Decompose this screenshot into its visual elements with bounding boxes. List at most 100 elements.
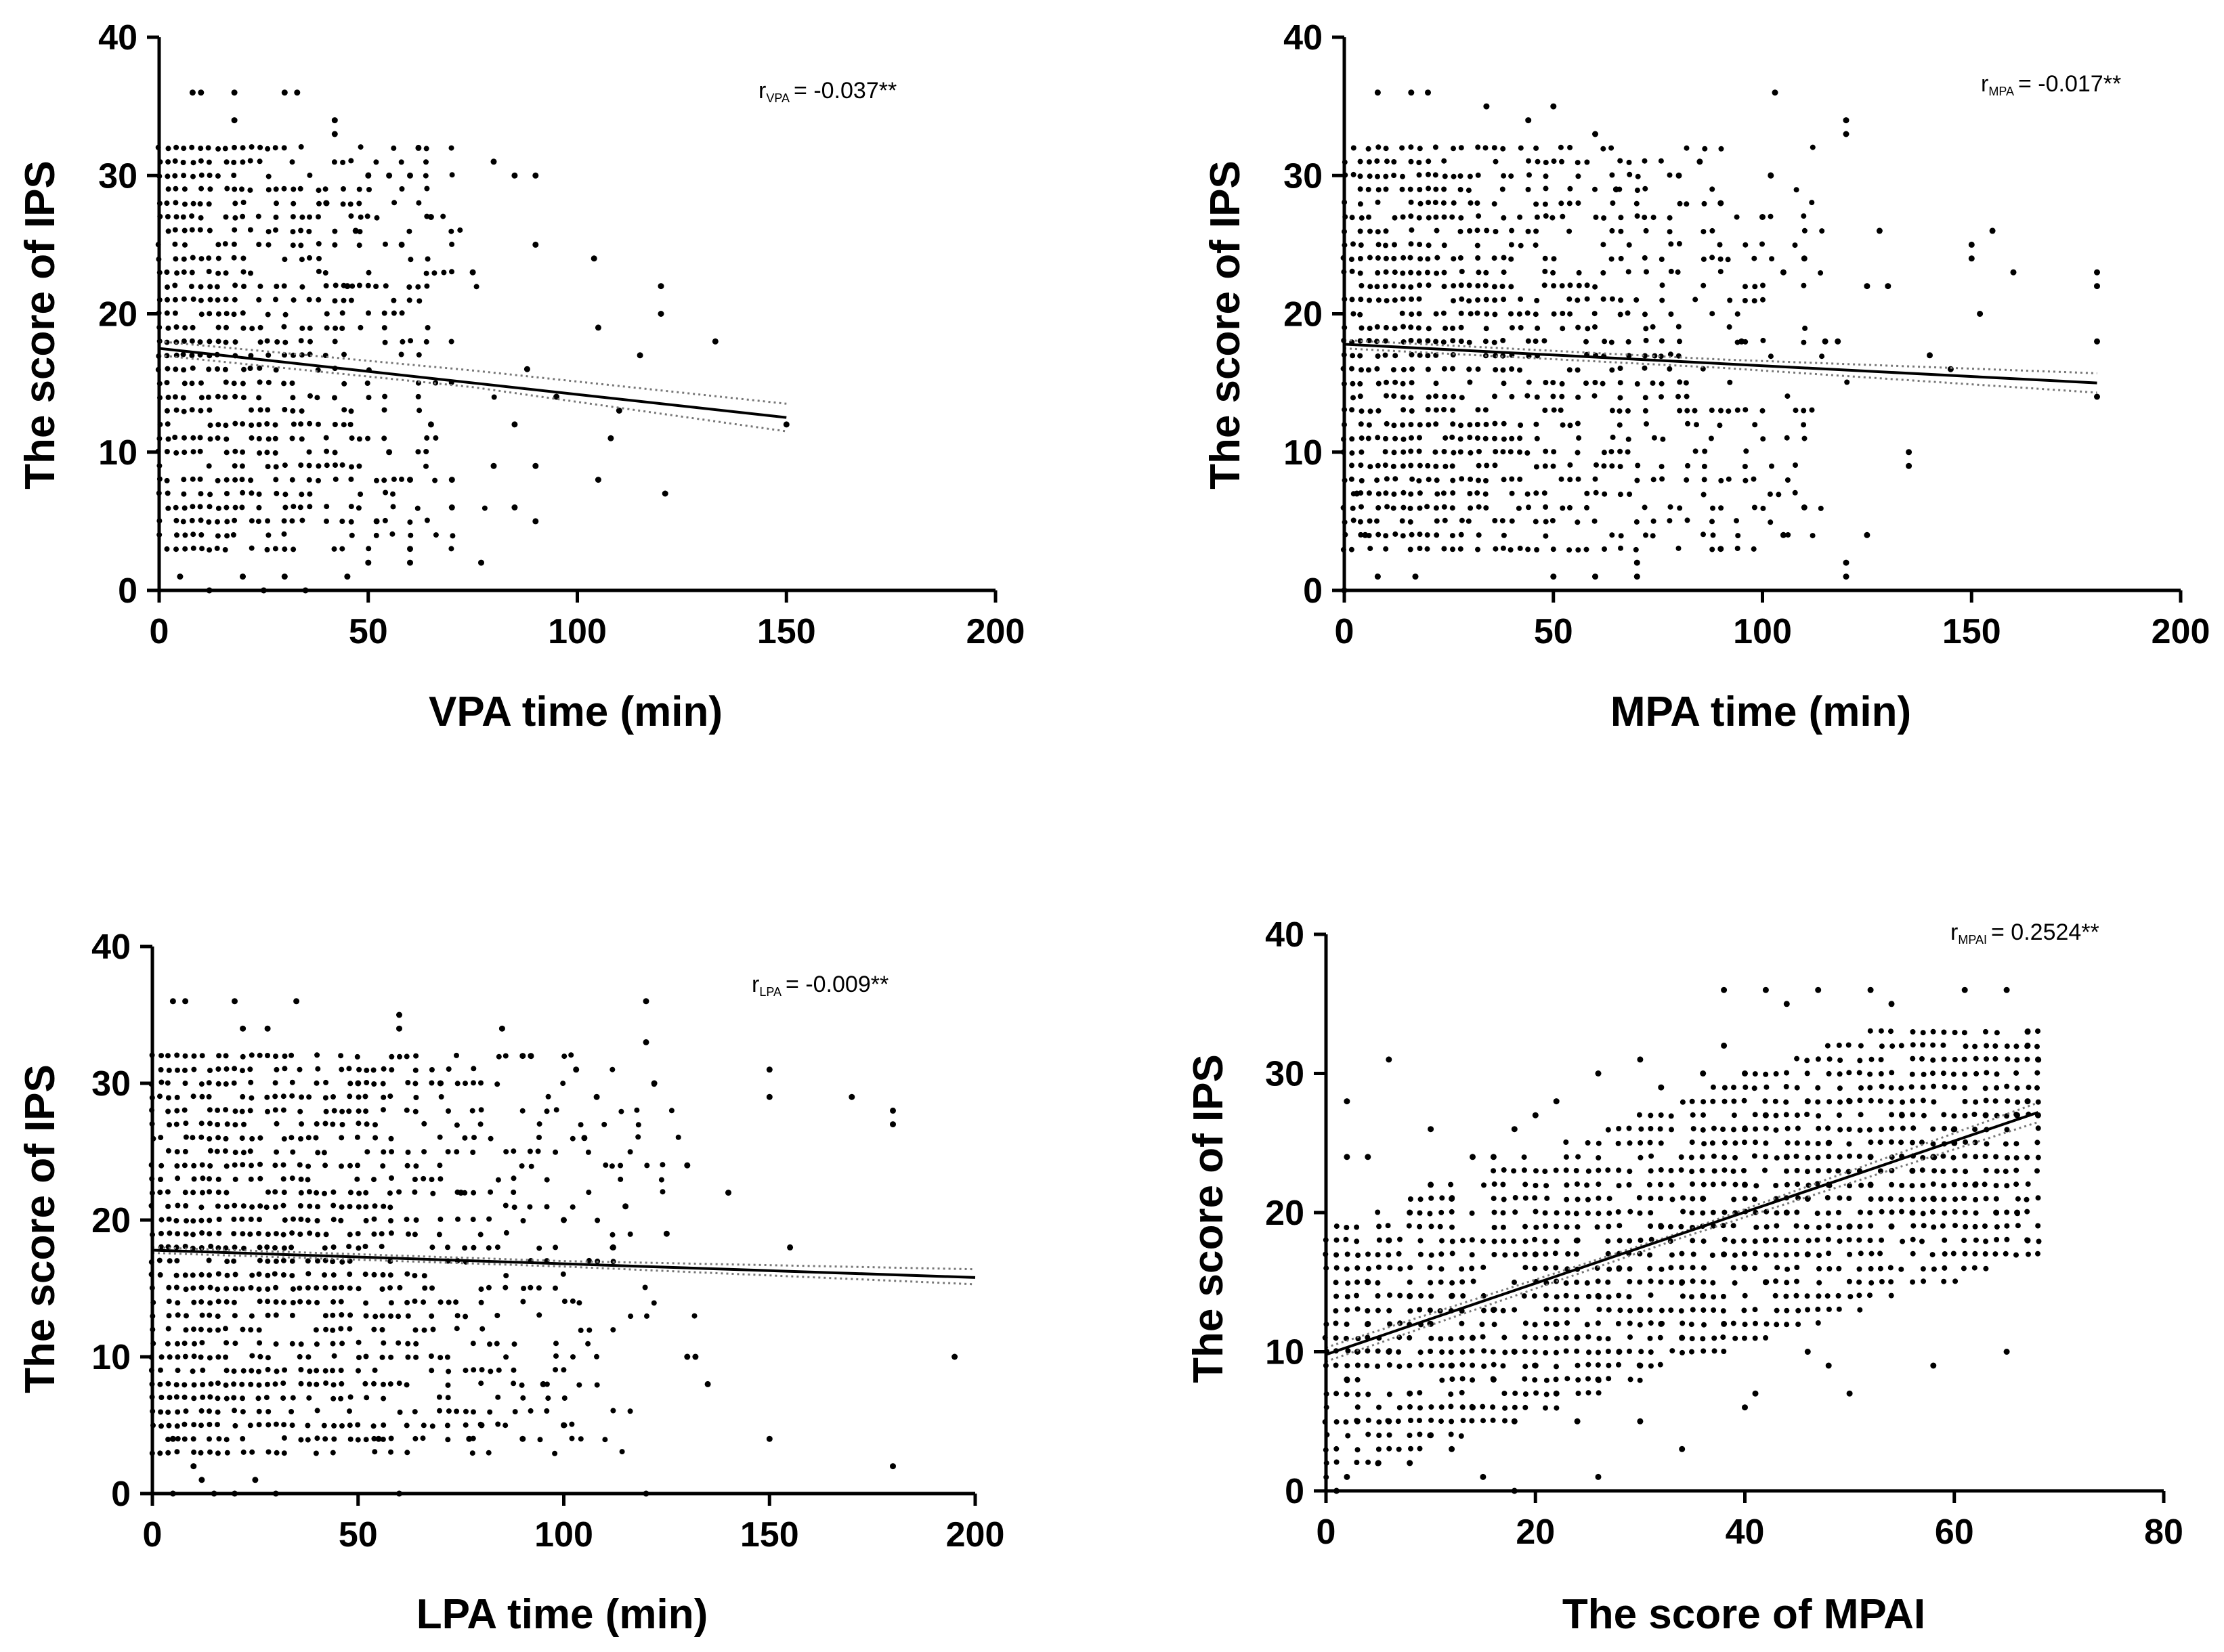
scatter-fill-dot (1459, 1334, 1465, 1341)
data-point (1550, 573, 1557, 580)
scatter-fill-dot (1531, 1293, 1537, 1299)
scatter-fill-dot (1554, 1335, 1560, 1341)
scatter-fill-dot (183, 1286, 189, 1292)
data-point (1968, 255, 1975, 262)
scatter-fill-dot (1433, 407, 1439, 413)
scatter-fill-dot (1701, 1279, 1707, 1285)
scatter-fill-dot (1752, 1251, 1758, 1257)
data-point (1780, 269, 1787, 276)
scatter-fill-dot (324, 518, 329, 524)
scatter-fill-dot (1596, 1211, 1602, 1217)
scatter-fill-dot (1615, 1209, 1621, 1215)
scatter-fill-dot (1606, 1223, 1612, 1230)
scatter-fill-dot (1365, 1431, 1371, 1437)
scatter-fill-dot (348, 213, 354, 219)
scatter-fill-dot (1961, 1056, 1967, 1062)
scatter-fill-dot (1428, 1404, 1434, 1410)
scatter-fill-dot (172, 394, 178, 400)
scatter-fill-dot (431, 270, 437, 276)
scatter-fill-dot (173, 200, 179, 206)
scatter-fill-dot (1626, 242, 1632, 248)
scatter-fill-dot (486, 1450, 492, 1456)
scatter-fill-dot (627, 1408, 633, 1414)
scatter-fill-dot (1501, 1167, 1507, 1173)
scatter-fill-dot (1449, 463, 1455, 469)
scatter-fill-dot (379, 1244, 385, 1250)
scatter-fill-dot (322, 270, 328, 276)
scatter-fill-dot (1627, 1238, 1633, 1244)
scatter-fill-dot (249, 1162, 254, 1169)
scatter-fill-dot (610, 1066, 616, 1072)
scatter-fill-dot (307, 420, 313, 427)
ci-lower-line (158, 354, 787, 433)
scatter-fill-dot (1558, 407, 1564, 413)
scatter-fill-dot (1481, 1182, 1487, 1188)
scatter-fill-dot (421, 1299, 427, 1305)
scatter-fill-dot (399, 476, 404, 482)
scatter-fill-dot (306, 228, 312, 234)
scatter-fill-dot (471, 1080, 476, 1086)
scatter-fill-dot (1345, 1280, 1351, 1286)
scatter-fill-dot (423, 146, 429, 152)
scatter-fill-dot (1689, 1098, 1695, 1104)
scatter-fill-dot (446, 1108, 451, 1114)
data-point (1888, 1223, 1895, 1230)
scatter-fill-dot (1633, 519, 1640, 525)
scatter-fill-dot (1359, 367, 1364, 373)
data-point (407, 546, 413, 552)
scatter-fill-dot (1417, 1210, 1423, 1216)
scatter-fill-dot (1469, 1252, 1475, 1258)
scatter-fill-dot (1815, 1168, 1821, 1174)
scatter-fill-dot (1511, 1168, 1517, 1174)
scatter-fill-dot (1408, 144, 1414, 150)
scatter-fill-dot (298, 242, 304, 248)
scatter-fill-dot (257, 1353, 263, 1360)
scatter-fill-dot (1952, 1030, 1958, 1035)
scatter-fill-dot (1667, 504, 1673, 510)
scatter-fill-dot (1467, 422, 1473, 428)
scatter-fill-dot (175, 1300, 181, 1306)
scatter-fill-dot (1584, 282, 1590, 288)
scatter-fill-dot (1382, 462, 1388, 469)
scatter-fill-dot (240, 490, 246, 496)
scatter-fill-dot (282, 1217, 288, 1223)
scatter-fill-dot (158, 1177, 163, 1182)
scatter-fill-dot (1439, 1362, 1445, 1368)
scatter-fill-dot (280, 1232, 286, 1238)
scatter-fill-dot (1359, 449, 1365, 455)
data-point (1846, 1223, 1853, 1230)
scatter-fill-dot (282, 407, 288, 412)
data-point (1675, 172, 1682, 179)
scatter-fill-dot (216, 1053, 222, 1059)
scatter-fill-dot (240, 269, 247, 275)
scatter-fill-dot (1349, 407, 1355, 413)
scatter-fill-dot (1333, 1362, 1339, 1368)
data-point (1752, 1390, 1759, 1397)
scatter-fill-dot (347, 1204, 353, 1210)
scatter-fill-dot (1627, 1209, 1633, 1215)
scatter-fill-dot (1359, 435, 1365, 441)
scatter-fill-dot (2004, 1043, 2010, 1049)
scatter-fill-dot (1400, 173, 1405, 179)
scatter-fill-dot (314, 1435, 320, 1441)
scatter-fill-dot (527, 1204, 533, 1210)
scatter-fill-dot (1889, 1070, 1895, 1076)
scatter-fill-dot (528, 1284, 534, 1290)
scatter-fill-dot (478, 1080, 484, 1086)
scatter-fill-dot (324, 325, 330, 331)
scatter-fill-dot (412, 1327, 419, 1333)
scatter-fill-dot (1763, 1252, 1770, 1258)
scatter-fill-dot (1408, 395, 1414, 401)
scatter-fill-dot (1383, 242, 1388, 248)
scatter-fill-dot (157, 1272, 163, 1278)
data-point (407, 477, 413, 483)
scatter-fill-dot (1459, 1279, 1466, 1285)
scatter-fill-dot (1730, 1320, 1736, 1326)
scatter-fill-dot (189, 517, 195, 523)
scatter-fill-dot (331, 1285, 337, 1291)
data-point (1867, 986, 1874, 993)
scatter-fill-dot (330, 1202, 337, 1209)
scatter-fill-dot (1357, 393, 1363, 399)
